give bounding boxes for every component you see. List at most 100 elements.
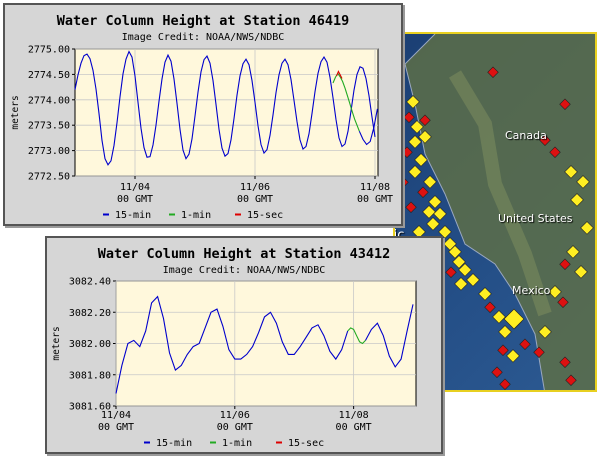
x-tick-label-date: 11/08 <box>339 410 369 421</box>
station-marker[interactable] <box>403 111 415 123</box>
map-label-pacific: fic <box>395 228 404 243</box>
series-line-15-min <box>115 295 349 394</box>
station-marker[interactable] <box>566 245 580 259</box>
station-marker[interactable] <box>422 205 436 219</box>
y-tick-label: 3082.00 <box>69 339 111 350</box>
plot-area <box>74 48 379 177</box>
station-marker[interactable] <box>487 66 499 78</box>
station-marker[interactable] <box>410 120 424 134</box>
chart-station-46419: Water Column Height at Station 46419 Imag… <box>10 13 393 221</box>
x-tick-label-date: 11/06 <box>220 410 250 421</box>
station-marker[interactable] <box>570 193 584 207</box>
chart-panel-station-46419: Water Column Height at Station 46419 Imag… <box>3 3 403 226</box>
y-tick-label: 2773.00 <box>28 146 70 157</box>
station-marker[interactable] <box>417 186 429 198</box>
station-marker[interactable] <box>506 349 520 363</box>
station-marker[interactable] <box>426 217 440 231</box>
y-tick-label: 2774.00 <box>28 95 70 106</box>
y-axis-label: meters <box>10 95 21 129</box>
station-marker[interactable] <box>452 255 466 269</box>
chart-title: Water Column Height at Station 43412 <box>98 246 391 262</box>
station-marker[interactable] <box>484 301 496 313</box>
map-label-united-states: United States <box>498 212 573 225</box>
series-line-1-min <box>347 327 366 345</box>
map-label-mexico: Mexico <box>512 284 551 297</box>
coast-line <box>404 34 545 390</box>
x-tick-label-time: 00 GMT <box>357 194 393 205</box>
station-marker[interactable] <box>576 175 590 189</box>
y-axis-label: meters <box>51 326 62 360</box>
legend-entry: 15-sec <box>288 438 324 449</box>
station-marker[interactable] <box>401 146 413 158</box>
station-marker[interactable] <box>559 356 571 368</box>
x-tick-label-date: 11/06 <box>240 182 270 193</box>
series-line-15-sec <box>336 70 343 79</box>
station-markers <box>397 66 594 390</box>
x-tick-label-time: 00 GMT <box>98 422 134 433</box>
station-marker[interactable] <box>539 134 551 146</box>
station-marker[interactable] <box>498 325 512 339</box>
legend-entry: 15-min <box>115 210 151 221</box>
station-marker[interactable] <box>503 308 525 330</box>
map-label-canada: Canada <box>505 129 547 142</box>
x-tick-label-time: 00 GMT <box>117 194 153 205</box>
chart-subtitle: Image Credit: NOAA/NWS/NDBC <box>163 265 326 276</box>
station-marker[interactable] <box>454 277 468 291</box>
station-marker[interactable] <box>492 310 506 324</box>
x-tick-label-date: 11/08 <box>360 182 390 193</box>
x-tick-label-date: 11/04 <box>120 182 150 193</box>
station-marker[interactable] <box>557 296 569 308</box>
station-marker[interactable] <box>466 273 480 287</box>
station-marker[interactable] <box>519 338 531 350</box>
station-marker[interactable] <box>405 201 417 213</box>
y-tick-label: 2775.00 <box>28 45 70 56</box>
station-marker[interactable] <box>574 265 588 279</box>
y-tick-label: 2773.50 <box>28 121 70 132</box>
station-marker[interactable] <box>559 258 571 270</box>
y-tick-label: 2772.50 <box>28 172 70 183</box>
station-marker[interactable] <box>418 130 432 144</box>
station-marker[interactable] <box>458 263 472 277</box>
station-marker[interactable] <box>406 95 420 109</box>
station-marker[interactable] <box>408 135 422 149</box>
series-line-15-min <box>365 304 414 368</box>
station-marker[interactable] <box>564 165 578 179</box>
station-marker[interactable] <box>533 346 545 358</box>
y-tick-label: 3082.20 <box>69 308 111 319</box>
station-marker[interactable] <box>478 287 492 301</box>
legend-entry: 1-min <box>181 210 211 221</box>
x-tick-label-time: 00 GMT <box>336 422 372 433</box>
legend-entry: 15-min <box>156 438 192 449</box>
station-marker[interactable] <box>580 221 594 235</box>
station-marker[interactable] <box>445 266 457 278</box>
y-tick-label: 2774.50 <box>28 70 70 81</box>
station-marker[interactable] <box>408 165 422 179</box>
station-marker[interactable] <box>499 378 511 390</box>
map-panel: Canada United States Mexico fic <box>393 32 597 392</box>
station-marker[interactable] <box>491 366 503 378</box>
station-marker[interactable] <box>549 146 561 158</box>
map-image <box>397 34 595 390</box>
chart-panel-station-43412: Water Column Height at Station 43412 Imag… <box>45 236 443 454</box>
station-marker[interactable] <box>414 153 428 167</box>
station-marker[interactable] <box>438 225 452 239</box>
legend-entry: 1-min <box>222 438 252 449</box>
series-line-15-min <box>74 50 376 166</box>
station-marker[interactable] <box>497 344 509 356</box>
station-marker[interactable] <box>448 245 462 259</box>
station-marker[interactable] <box>538 325 552 339</box>
station-marker[interactable] <box>433 207 447 221</box>
y-tick-label: 3081.60 <box>69 402 111 413</box>
station-marker[interactable] <box>548 285 562 299</box>
station-marker[interactable] <box>412 225 426 239</box>
chart-title: Water Column Height at Station 46419 <box>57 13 350 29</box>
y-tick-label: 3082.40 <box>69 277 111 288</box>
station-marker[interactable] <box>428 195 442 209</box>
chart-subtitle: Image Credit: NOAA/NWS/NDBC <box>122 32 285 43</box>
y-tick-label: 3081.80 <box>69 370 111 381</box>
series-line-15-min <box>358 108 378 146</box>
station-marker[interactable] <box>565 374 577 386</box>
station-marker[interactable] <box>559 98 571 110</box>
station-marker[interactable] <box>423 175 437 189</box>
station-marker[interactable] <box>419 114 431 126</box>
